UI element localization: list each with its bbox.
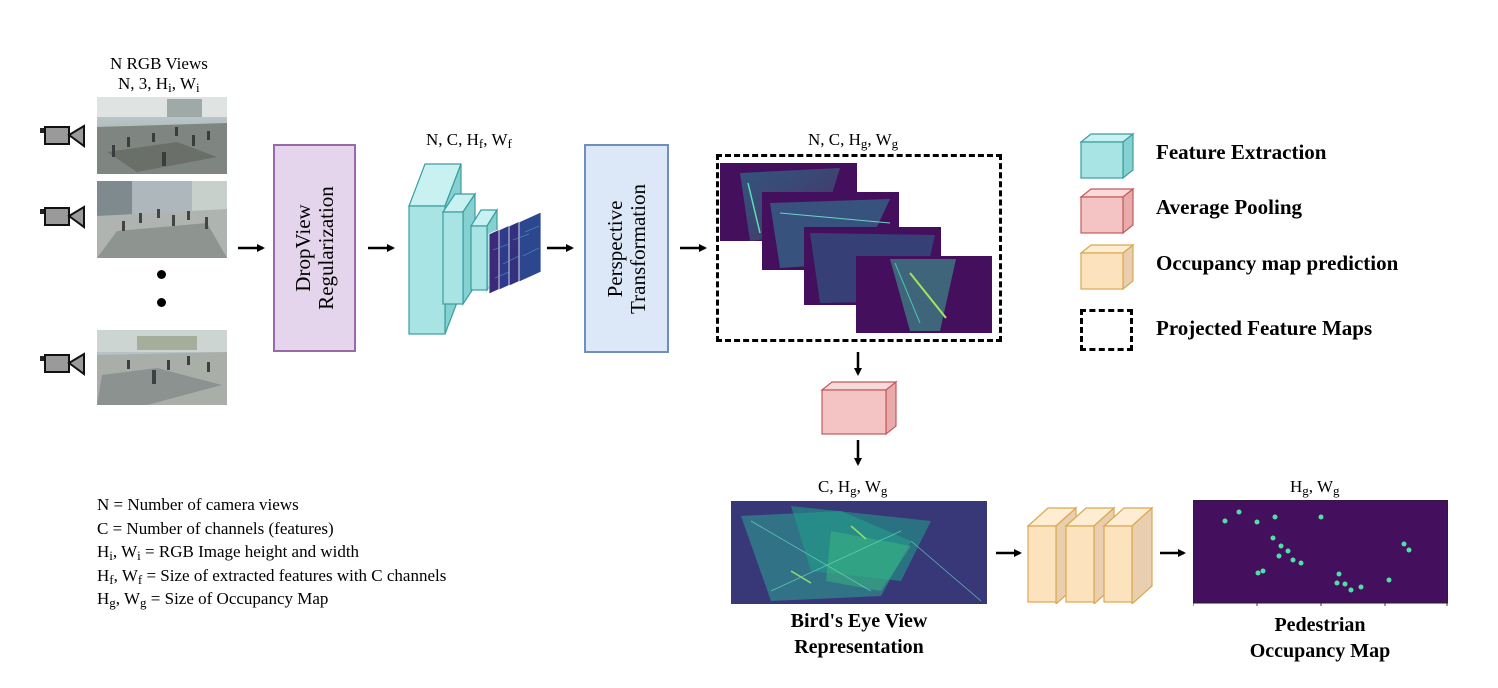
occupancy-dims-label: Hg, Wg xyxy=(1290,477,1340,498)
input-dims: N, 3, Hi, Wi xyxy=(118,74,200,95)
input-title: N RGB Views xyxy=(110,54,208,73)
dropview-regularization-block: DropView Regularization xyxy=(273,144,356,352)
legend-feature-extraction: Feature Extraction xyxy=(1156,140,1327,164)
occupancy-caption: Pedestrian Occupancy Map xyxy=(1249,614,1391,662)
cube-teal-icon xyxy=(1079,132,1135,180)
average-pooling-block xyxy=(820,380,898,436)
rgb-view-image xyxy=(97,97,227,174)
feature-extraction-network xyxy=(408,163,542,335)
bev-dims-label: C, Hg, Wg xyxy=(818,477,888,498)
rgb-view-image xyxy=(97,181,227,258)
cube-orange-icon xyxy=(1079,243,1135,291)
camera-icon xyxy=(40,352,85,376)
rgb-view-image xyxy=(97,330,227,405)
ellipsis-dot xyxy=(157,298,166,307)
dropview-label-1: DropView xyxy=(290,204,315,292)
perspective-label-1: Perspective xyxy=(602,200,627,297)
bev-representation-image xyxy=(731,501,987,604)
definition-hf: Hf, Wf = Size of extracted features with… xyxy=(97,565,447,587)
definitions-block: N = Number of camera views C = Number of… xyxy=(97,493,446,611)
perspective-transformation-block: Perspective Transformation xyxy=(584,144,669,353)
bev-caption: Bird's Eye View Representation xyxy=(790,610,928,658)
definition-hg: Hg, Wg = Size of Occupancy Map xyxy=(97,589,329,610)
feature-dims-label: N, C, Hf, Wf xyxy=(426,130,512,151)
definition-c: C = Number of channels (features) xyxy=(97,518,334,538)
legend-occupancy-map-prediction: Occupancy map prediction xyxy=(1156,251,1399,275)
projected-dims-label: N, C, Hg, Wg xyxy=(808,130,899,151)
dashed-box-icon xyxy=(1080,309,1133,351)
legend-projected-feature-maps: Projected Feature Maps xyxy=(1156,316,1373,340)
ellipsis-dot xyxy=(157,270,166,279)
projected-feature-maps-group xyxy=(716,154,1002,342)
projected-feature-maps xyxy=(720,163,992,333)
legend-average-pooling: Average Pooling xyxy=(1156,195,1302,219)
dropview-label-2: Regularization xyxy=(313,186,338,310)
pedestrian-occupancy-map xyxy=(1193,500,1448,606)
definition-n: N = Number of camera views xyxy=(97,495,299,514)
camera-icon xyxy=(40,124,85,148)
cube-red-icon xyxy=(1079,187,1135,235)
perspective-label-2: Transformation xyxy=(625,183,650,314)
occupancy-prediction-network xyxy=(1026,506,1154,604)
camera-icon xyxy=(40,205,85,229)
definition-hi: Hi, Wi = RGB Image height and width xyxy=(97,542,360,563)
